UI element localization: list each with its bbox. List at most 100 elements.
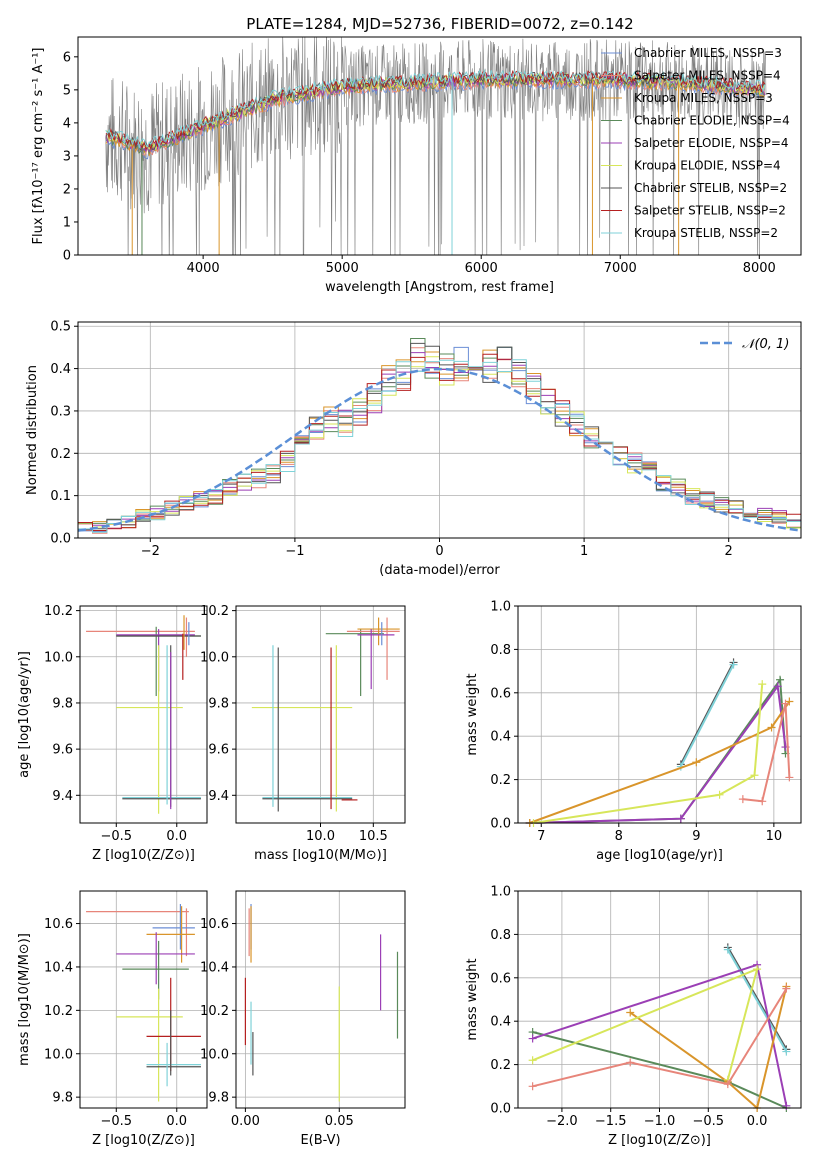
mass-weight-vs-age-panel: 7 8 9 10 0.0 0.2 0.4 0.6 0.8 1.0 age [log10(age/yr… (465, 600, 802, 863)
mass-weight-line (529, 676, 787, 824)
mass-weight-marker (692, 758, 701, 767)
axes-frame (77, 321, 802, 539)
y-axis-label: age [log10(age/yr)] (17, 651, 32, 778)
y-tick-label: 10.6 (200, 917, 229, 932)
legend-label: Kroupa STELIB, NSSP=2 (634, 226, 778, 240)
mass-weight-marker (776, 675, 785, 684)
x-axis-label: mass [log10(M/M⊙)] (254, 848, 387, 863)
mass-vs-metallicity-panel: −0.5 0.0 9.8 10.0 10.2 10.4 10.6 Z [log10(Z/Z⊙)… (17, 890, 208, 1148)
x-axis-label: Z [log10(Z/Z⊙)] (608, 1133, 711, 1148)
y-axis-label: mass weight (465, 673, 480, 755)
mass-weight-marker (753, 965, 762, 974)
mass-weight-line (629, 986, 788, 1110)
y-tick-label: 0.6 (490, 686, 511, 701)
mass-weight-vs-metallicity-panel: −2.0 −1.5 −1.0 −0.5 0.0 0.0 0.2 0.4 0.6 0.8 1.0 Z [… (465, 885, 802, 1148)
x-tick-label: 7000 (604, 261, 637, 276)
mass-weight-marker (782, 984, 791, 993)
legend-label: Kroupa ELODIE, NSSP=4 (634, 159, 781, 173)
mass-weight-marker (785, 773, 794, 782)
y-tick-label: 2 (63, 182, 71, 197)
mass-weight-marker (758, 680, 767, 689)
x-tick-label: 4000 (187, 261, 220, 276)
y-tick-label: 10.2 (200, 604, 229, 619)
y-tick-label: 0.6 (490, 971, 511, 986)
mass-weight-marker (676, 814, 685, 823)
age-vs-mass-panel: 10.0 10.5 9.4 9.6 9.8 10.0 10.2 mass [log10(M/M… (200, 604, 406, 863)
x-axis-label: E(B-V) (300, 1133, 340, 1148)
mass-weight-marker (723, 945, 732, 954)
y-tick-label: 9.4 (208, 789, 229, 804)
x-tick-label: 8000 (743, 261, 776, 276)
mass-weight-line (679, 661, 735, 765)
x-axis-label: (data-model)/error (379, 563, 500, 578)
x-tick-label: 10.5 (359, 829, 388, 844)
x-axis-label: Z [log10(Z/Z⊙)] (92, 848, 195, 863)
y-tick-label: 10.2 (200, 1004, 229, 1019)
y-tick-label: 0.3 (50, 404, 71, 419)
y-tick-label: 0.2 (490, 1058, 511, 1073)
x-tick-label: 5000 (326, 261, 359, 276)
x-tick-label: −1.5 (595, 1114, 627, 1129)
mass-weight-marker (528, 1056, 537, 1065)
residual-histogram (77, 353, 801, 538)
mass-weight-marker (729, 660, 738, 669)
y-tick-label: 10.0 (200, 1047, 229, 1062)
y-tick-label: 10.2 (44, 1004, 73, 1019)
y-tick-label: 0.0 (50, 532, 71, 547)
axes-frame (517, 605, 802, 824)
y-axis-label: mass [log10(M/M⊙)] (17, 933, 32, 1066)
y-tick-label: 4 (63, 116, 71, 131)
y-tick-label: 1 (63, 215, 71, 230)
x-tick-label: 0.0 (166, 1114, 187, 1129)
legend-label: Kroupa MILES, NSSP=3 (634, 91, 773, 105)
x-tick-label: −1 (285, 544, 304, 559)
x-tick-label: 0.0 (747, 1114, 768, 1129)
residual-histogram-panel: −2 −1 0 1 2 0.0 0.1 0.2 0.3 0.4 0.5 (data-model)/er… (25, 320, 802, 578)
y-tick-label: 0.2 (490, 773, 511, 788)
spectrum-panel: 4000 5000 6000 7000 8000 0 1 2 3 4 5 6 wavelength [A… (31, 36, 802, 295)
mass-weight-marker (781, 699, 790, 708)
axes-frame (79, 890, 208, 1109)
y-tick-label: 0.5 (50, 320, 71, 335)
mass-weight-marker (758, 797, 767, 806)
y-tick-label: 9.8 (52, 1091, 73, 1106)
legend-label: Salpeter MILES, NSSP=4 (634, 69, 781, 83)
y-tick-label: 1.0 (490, 885, 511, 900)
mass-weight-line (532, 967, 759, 1081)
mass-weight-line (679, 664, 735, 768)
axes-frame (235, 890, 406, 1109)
x-tick-label: −1.0 (644, 1114, 676, 1129)
mass-weight-line (726, 946, 788, 1050)
y-tick-label: 5 (63, 83, 71, 98)
y-tick-label: 10.4 (200, 960, 229, 975)
y-tick-label: 1.0 (490, 600, 511, 615)
legend-label: Chabrier STELIB, NSSP=2 (634, 181, 787, 195)
x-tick-label: 0.05 (325, 1114, 354, 1129)
y-tick-label: 9.8 (208, 1091, 229, 1106)
y-tick-label: 0.8 (490, 928, 511, 943)
y-tick-label: 6 (63, 50, 71, 65)
y-tick-label: 10.2 (44, 604, 73, 619)
y-tick-label: 9.6 (208, 743, 229, 758)
legend-label: Chabrier ELODIE, NSSP=4 (634, 114, 790, 128)
mass-weight-line (533, 684, 764, 824)
mass-weight-marker (750, 771, 759, 780)
x-tick-label: −0.5 (100, 829, 132, 844)
x-tick-label: 10 (766, 829, 783, 844)
mass-weight-line (742, 703, 791, 803)
age-vs-metallicity-panel: −0.5 0.0 9.4 9.6 9.8 10.0 10.2 Z [log10(Z/Z⊙)] a… (17, 604, 208, 863)
y-tick-label: 0.2 (50, 447, 71, 462)
y-tick-label: 9.8 (52, 696, 73, 711)
y-tick-label: 0.8 (490, 643, 511, 658)
x-tick-label: 6000 (465, 261, 498, 276)
legend-label: Chabrier MILES, NSSP=3 (634, 46, 782, 60)
x-tick-label: 0.0 (166, 829, 187, 844)
mass-weight-marker (626, 1008, 635, 1017)
spectra (105, 37, 767, 255)
x-tick-label: 7 (537, 829, 545, 844)
x-tick-label: 2 (725, 544, 733, 559)
axes-frame (77, 36, 802, 256)
y-tick-label: 0.4 (490, 730, 511, 745)
mass-weight-marker (528, 1082, 537, 1091)
